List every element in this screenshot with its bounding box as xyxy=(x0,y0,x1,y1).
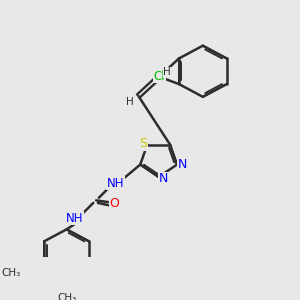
Text: Cl: Cl xyxy=(154,70,165,83)
Text: H: H xyxy=(126,97,134,107)
Text: N: N xyxy=(159,172,168,185)
Text: H: H xyxy=(163,67,171,77)
Text: NH: NH xyxy=(66,212,84,225)
Text: NH: NH xyxy=(106,177,124,190)
Text: N: N xyxy=(178,158,187,171)
Text: S: S xyxy=(140,137,148,150)
Text: CH₃: CH₃ xyxy=(1,268,20,278)
Text: O: O xyxy=(110,197,119,210)
Text: CH₃: CH₃ xyxy=(57,292,76,300)
